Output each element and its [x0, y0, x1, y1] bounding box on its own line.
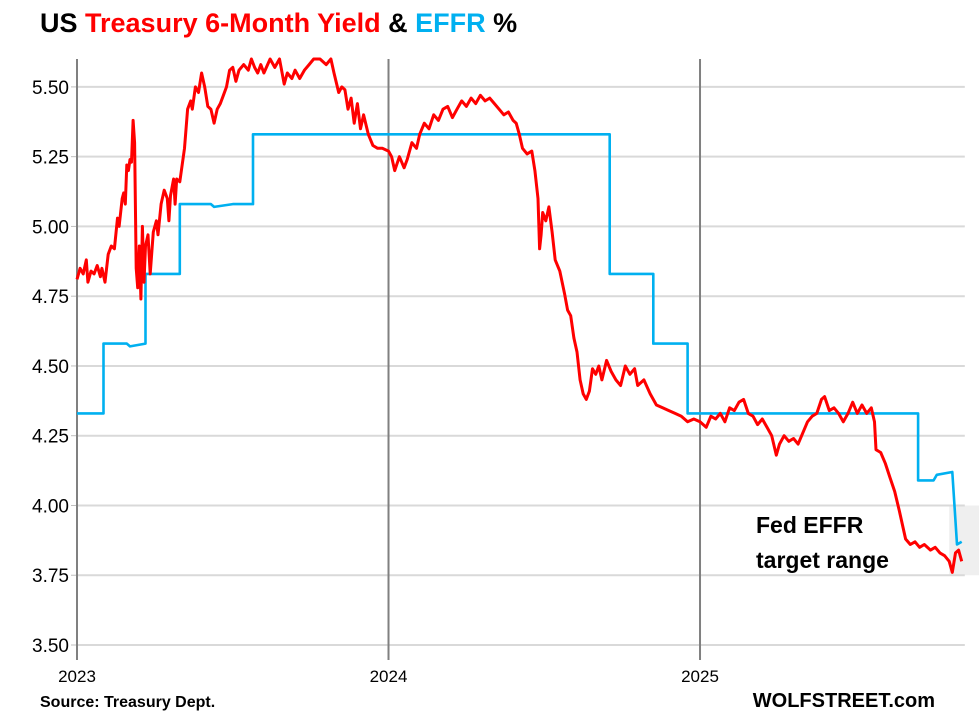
title-us: US — [40, 8, 86, 38]
treasury-yield-line — [75, 57, 964, 574]
annotation-line-2: target range — [756, 547, 889, 573]
x-tick-label: 2023 — [58, 667, 96, 686]
y-tick-label: 5.25 — [32, 148, 69, 169]
y-tick-label: 3.50 — [32, 636, 69, 657]
title-effr: EFFR — [415, 8, 486, 38]
source-note: Source: Treasury Dept. — [40, 694, 216, 711]
title-pct: % — [485, 8, 518, 38]
chart-title: US Treasury 6-Month Yield & EFFR % — [40, 8, 517, 39]
y-tick-label: 5.00 — [32, 217, 69, 238]
y-tick-label: 4.25 — [32, 427, 69, 448]
y-tick-label: 4.75 — [32, 287, 69, 308]
x-tick-label: 2024 — [370, 667, 408, 686]
annotation-line-1: Fed EFFR — [756, 512, 864, 538]
y-tick-label: 4.00 — [32, 496, 69, 517]
y-tick-label: 3.75 — [32, 566, 69, 587]
x-tick-label: 2025 — [681, 667, 719, 686]
effr-line — [77, 133, 963, 546]
y-tick-label: 5.50 — [32, 78, 69, 99]
y-tick-label: 4.50 — [32, 357, 69, 378]
title-treasury: Treasury 6-Month Yield — [85, 8, 381, 38]
title-amp: & — [380, 8, 416, 38]
brand-label: WOLFSTREET.com — [752, 690, 935, 712]
